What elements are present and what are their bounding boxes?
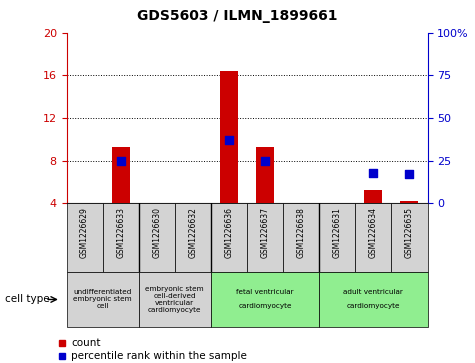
Text: GSM1226632: GSM1226632 [189, 207, 197, 258]
Text: GSM1226637: GSM1226637 [261, 207, 269, 258]
Bar [112, 147, 130, 203]
Bar [211, 272, 319, 327]
Bar [66, 203, 103, 272]
Text: GDS5603 / ILMN_1899661: GDS5603 / ILMN_1899661 [137, 9, 338, 23]
Bar [391, 203, 428, 272]
Text: GSM1226630: GSM1226630 [152, 207, 161, 258]
Text: GSM1226635: GSM1226635 [405, 207, 414, 258]
Text: GSM1226638: GSM1226638 [297, 207, 305, 258]
Bar [211, 203, 247, 272]
Text: GSM1226629: GSM1226629 [80, 207, 89, 258]
Point [406, 171, 413, 177]
Point [117, 158, 124, 163]
Text: GSM1226636: GSM1226636 [225, 207, 233, 258]
Bar [355, 203, 391, 272]
Text: count: count [71, 338, 101, 348]
Bar [175, 203, 211, 272]
Bar [247, 203, 283, 272]
Bar [400, 201, 418, 203]
Bar [319, 203, 355, 272]
Text: undifferentiated
embryonic stem
cell: undifferentiated embryonic stem cell [73, 289, 132, 310]
Bar [220, 71, 238, 203]
Bar [103, 203, 139, 272]
Text: embryonic stem
cell-derived
ventricular
cardiomyocyte: embryonic stem cell-derived ventricular … [145, 286, 204, 313]
Bar [139, 272, 211, 327]
Text: GSM1226633: GSM1226633 [116, 207, 125, 258]
Bar [283, 203, 319, 272]
Text: adult ventricular

cardiomyocyte: adult ventricular cardiomyocyte [343, 289, 403, 310]
Text: cell type: cell type [5, 294, 49, 305]
Point [261, 158, 269, 163]
Point [370, 170, 377, 175]
Bar [256, 147, 274, 203]
Bar [66, 272, 139, 327]
Text: fetal ventricular

cardiomyocyte: fetal ventricular cardiomyocyte [236, 289, 294, 310]
Text: GSM1226634: GSM1226634 [369, 207, 378, 258]
Bar [139, 203, 175, 272]
Text: GSM1226631: GSM1226631 [333, 207, 342, 258]
Bar [319, 272, 428, 327]
Point [225, 137, 233, 143]
Bar [364, 191, 382, 203]
Text: percentile rank within the sample: percentile rank within the sample [71, 351, 247, 361]
